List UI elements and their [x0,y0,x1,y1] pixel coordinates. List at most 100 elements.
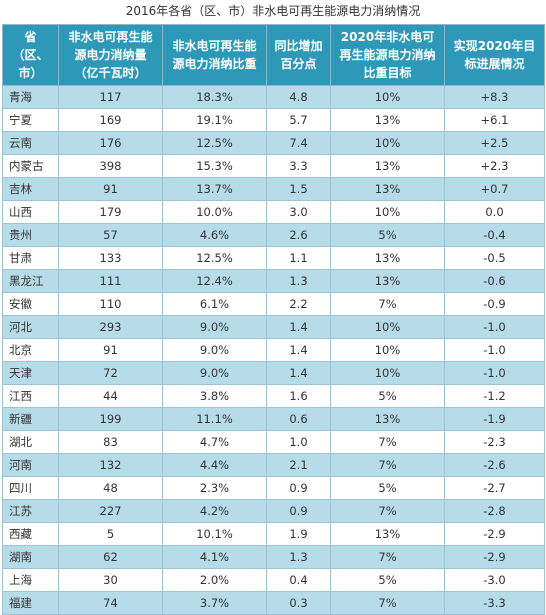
cell-2020-target: 5% [330,384,445,408]
cell-yoy-increase: 0.9 [266,499,331,523]
table-body: 青海 117 18.3% 4.8 10% +8.3 宁夏 169 19.1% 5.7 13% +6.1… [2,85,545,615]
table-row: 西藏 5 10.1% 1.9 13% -2.9 [2,522,545,546]
cell-share: 12.5% [162,246,267,270]
table-row: 江西 44 3.8% 1.6 5% -1.2 [2,384,545,408]
cell-share: 3.8% [162,384,267,408]
cell-2020-target: 10% [330,200,445,224]
cell-2020-target: 13% [330,522,445,546]
cell-2020-target: 5% [330,568,445,592]
cell-yoy-increase: 0.9 [266,476,331,500]
cell-progress: -1.0 [444,361,545,385]
cell-province: 青海 [2,85,59,109]
cell-province: 云南 [2,131,59,155]
table-caption: 2016年各省（区、市）非水电可再生能源电力消纳情况 [125,4,421,18]
cell-2020-target: 7% [330,453,445,477]
cell-progress: +2.3 [444,154,545,178]
table-row: 云南 176 12.5% 7.4 10% +2.5 [2,131,545,155]
cell-yoy-increase: 1.3 [266,545,331,569]
cell-2020-target: 7% [330,499,445,523]
cell-progress: -2.8 [444,499,545,523]
cell-consumption: 48 [58,476,163,500]
cell-share: 6.1% [162,292,267,316]
table-row: 安徽 110 6.1% 2.2 7% -0.9 [2,292,545,316]
header-province: 省（区、市） [2,24,59,86]
cell-progress: -2.7 [444,476,545,500]
cell-progress: -2.3 [444,430,545,454]
cell-consumption: 169 [58,108,163,132]
cell-share: 4.2% [162,499,267,523]
cell-consumption: 133 [58,246,163,270]
cell-yoy-increase: 2.6 [266,223,331,247]
cell-province: 河北 [2,315,59,339]
cell-progress: -2.9 [444,545,545,569]
cell-province: 江西 [2,384,59,408]
cell-consumption: 199 [58,407,163,431]
cell-2020-target: 10% [330,338,445,362]
cell-2020-target: 13% [330,154,445,178]
cell-province: 新疆 [2,407,59,431]
cell-province: 江苏 [2,499,59,523]
table-row: 贵州 57 4.6% 2.6 5% -0.4 [2,223,545,247]
cell-share: 4.4% [162,453,267,477]
cell-progress: +0.7 [444,177,545,201]
cell-consumption: 91 [58,177,163,201]
table-header: 省（区、市） 非水电可再生能源电力消纳量（亿千瓦时） 非水电可再生能源电力消纳比… [2,24,545,86]
cell-progress: 0.0 [444,200,545,224]
cell-progress: -1.2 [444,384,545,408]
cell-province: 西藏 [2,522,59,546]
cell-share: 12.5% [162,131,267,155]
cell-share: 18.3% [162,85,267,109]
cell-consumption: 176 [58,131,163,155]
cell-consumption: 62 [58,545,163,569]
cell-province: 山西 [2,200,59,224]
table-row: 河北 293 9.0% 1.4 10% -1.0 [2,315,545,339]
cell-consumption: 117 [58,85,163,109]
header-row: 省（区、市） 非水电可再生能源电力消纳量（亿千瓦时） 非水电可再生能源电力消纳比… [2,24,545,86]
cell-2020-target: 13% [330,246,445,270]
cell-yoy-increase: 1.9 [266,522,331,546]
cell-share: 11.1% [162,407,267,431]
cell-progress: -3.0 [444,568,545,592]
cell-progress: -0.9 [444,292,545,316]
cell-yoy-increase: 3.0 [266,200,331,224]
cell-share: 4.1% [162,545,267,569]
cell-consumption: 293 [58,315,163,339]
cell-consumption: 83 [58,430,163,454]
table-row: 山西 179 10.0% 3.0 10% 0.0 [2,200,545,224]
cell-2020-target: 7% [330,545,445,569]
cell-share: 15.3% [162,154,267,178]
cell-yoy-increase: 2.2 [266,292,331,316]
cell-yoy-increase: 7.4 [266,131,331,155]
table-row: 湖北 83 4.7% 1.0 7% -2.3 [2,430,545,454]
cell-consumption: 179 [58,200,163,224]
cell-yoy-increase: 5.7 [266,108,331,132]
table-row: 甘肃 133 12.5% 1.1 13% -0.5 [2,246,545,270]
header-progress: 实现2020年目标进展情况 [444,24,545,86]
cell-province: 黑龙江 [2,269,59,293]
cell-2020-target: 5% [330,476,445,500]
cell-consumption: 72 [58,361,163,385]
table-row: 宁夏 169 19.1% 5.7 13% +6.1 [2,108,545,132]
header-yoy-increase: 同比增加百分点 [266,24,331,86]
table-row: 河南 132 4.4% 2.1 7% -2.6 [2,453,545,477]
cell-consumption: 398 [58,154,163,178]
cell-2020-target: 7% [330,292,445,316]
cell-province: 北京 [2,338,59,362]
cell-yoy-increase: 1.0 [266,430,331,454]
cell-progress: +2.5 [444,131,545,155]
cell-consumption: 5 [58,522,163,546]
cell-2020-target: 5% [330,223,445,247]
cell-province: 四川 [2,476,59,500]
cell-progress: +6.1 [444,108,545,132]
table-row: 湖南 62 4.1% 1.3 7% -2.9 [2,545,545,569]
cell-province: 上海 [2,568,59,592]
table-row: 天津 72 9.0% 1.4 10% -1.0 [2,361,545,385]
cell-share: 13.7% [162,177,267,201]
cell-province: 安徽 [2,292,59,316]
cell-share: 12.4% [162,269,267,293]
cell-yoy-increase: 1.3 [266,269,331,293]
cell-yoy-increase: 3.3 [266,154,331,178]
cell-yoy-increase: 0.4 [266,568,331,592]
cell-progress: -1.0 [444,315,545,339]
cell-yoy-increase: 1.4 [266,361,331,385]
